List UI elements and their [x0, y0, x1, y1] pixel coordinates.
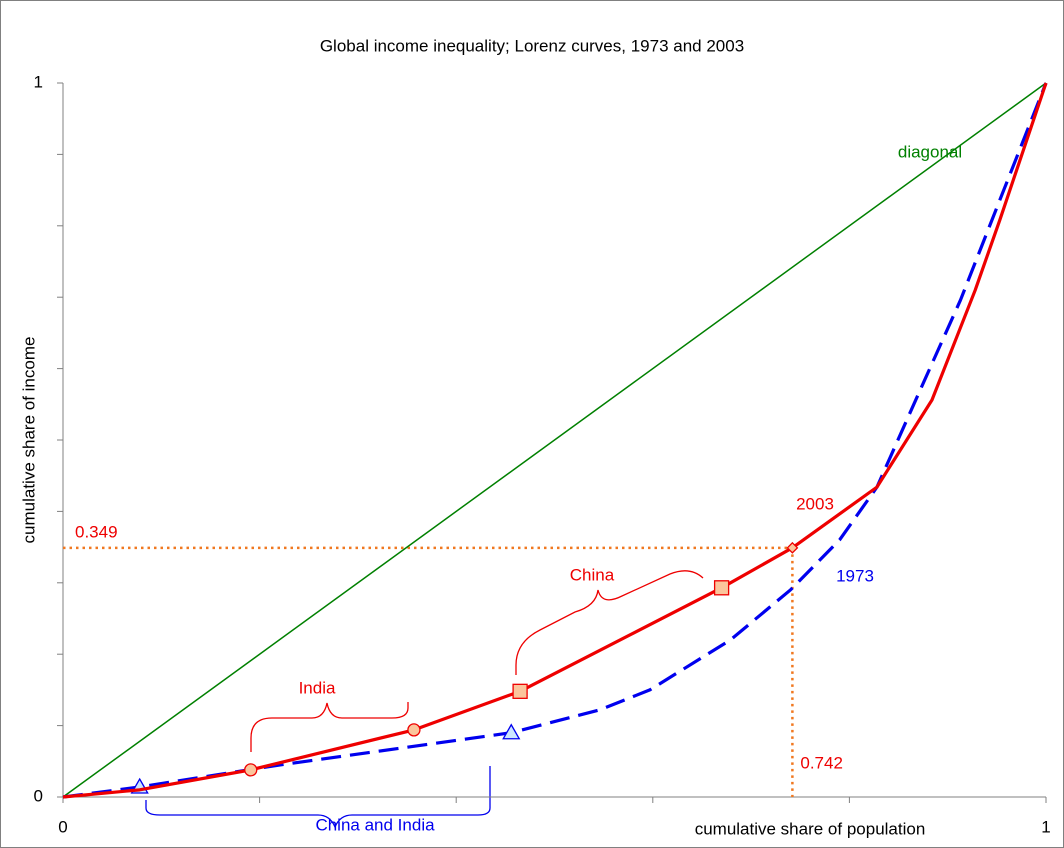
marker — [407, 723, 421, 737]
annotation: India — [299, 678, 336, 697]
marker — [713, 580, 730, 596]
series-line — [62, 82, 1048, 799]
marker — [502, 723, 521, 740]
chart-title: Global income inequality; Lorenz curves,… — [320, 36, 744, 55]
marker — [244, 763, 258, 777]
reference-label: 0.349 — [75, 522, 118, 541]
india-brace — [250, 702, 409, 752]
reference-label: 0.742 — [800, 753, 843, 772]
series-label: 2003 — [796, 494, 834, 513]
series-line — [62, 82, 1048, 799]
y-axis-label: cumulative share of income — [19, 337, 38, 544]
china-india-brace — [145, 766, 491, 829]
braces-red — [250, 570, 704, 752]
annotation: China — [570, 565, 615, 584]
y-tick-label: 0 — [34, 786, 43, 805]
x-tick-label: 0 — [58, 817, 67, 836]
marker — [786, 541, 799, 554]
series-label: diagonal — [898, 142, 962, 161]
marker — [512, 683, 528, 699]
china-brace — [515, 570, 704, 675]
y-tick-label: 1 — [34, 72, 43, 91]
series-line — [62, 82, 1047, 798]
annotation: China and India — [315, 815, 435, 834]
x-tick-label: 1 — [1041, 817, 1050, 836]
x-axis-label: cumulative share of population — [695, 819, 926, 838]
series-label: 1973 — [836, 566, 874, 585]
